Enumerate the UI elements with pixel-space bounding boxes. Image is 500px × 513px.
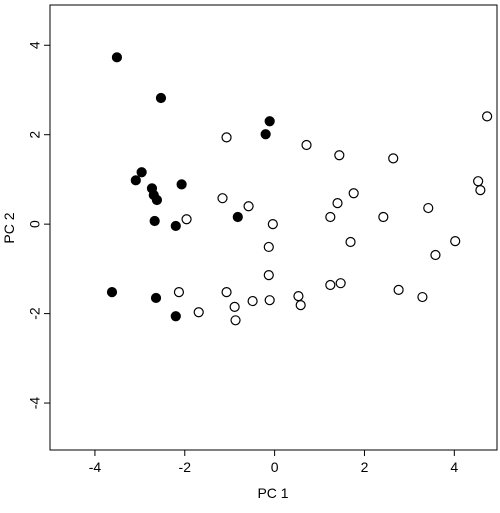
point — [473, 176, 484, 187]
point — [332, 198, 343, 209]
x-tick-label: -4 — [89, 459, 102, 475]
point — [217, 193, 228, 204]
point — [193, 307, 204, 318]
point — [176, 179, 187, 190]
point — [247, 295, 258, 307]
x-tick-label: -2 — [179, 459, 192, 475]
point — [170, 311, 181, 322]
point — [264, 116, 275, 127]
point — [475, 185, 486, 196]
point — [348, 188, 359, 199]
point — [230, 315, 241, 326]
point — [221, 287, 232, 298]
point — [295, 299, 306, 311]
y-tick-label: 0 — [27, 220, 43, 228]
point — [106, 287, 118, 298]
point — [417, 291, 428, 303]
point — [111, 52, 123, 63]
y-tick-label: 2 — [27, 131, 43, 139]
point — [388, 153, 399, 164]
point — [423, 202, 434, 214]
point — [150, 292, 162, 304]
point — [229, 301, 240, 312]
point — [393, 284, 404, 295]
point — [264, 295, 275, 306]
y-tick-label: -2 — [27, 307, 43, 320]
point — [430, 249, 441, 261]
point — [334, 150, 345, 161]
y-axis-label: PC 2 — [1, 212, 17, 243]
point — [482, 111, 493, 122]
point — [301, 139, 312, 151]
point — [260, 129, 271, 140]
point — [325, 279, 336, 291]
plot-frame — [49, 4, 498, 451]
point — [378, 211, 389, 223]
point — [181, 214, 192, 225]
point — [155, 92, 167, 104]
point — [173, 287, 185, 298]
point — [130, 175, 141, 186]
point — [136, 167, 147, 178]
x-tick-label: 0 — [271, 459, 279, 475]
point — [263, 241, 274, 253]
point — [151, 194, 163, 206]
point — [263, 270, 274, 281]
y-tick-label: 4 — [27, 41, 43, 49]
point — [335, 278, 346, 289]
point — [325, 211, 336, 223]
x-tick-label: 4 — [450, 459, 458, 475]
x-axis-label: PC 1 — [257, 485, 288, 501]
point — [243, 201, 254, 212]
y-tick-label: -4 — [27, 397, 43, 410]
point — [149, 215, 160, 227]
point — [221, 132, 232, 143]
x-tick-label: 2 — [361, 459, 369, 475]
point — [345, 236, 356, 248]
point — [267, 219, 278, 230]
point — [450, 236, 461, 247]
point — [170, 220, 181, 232]
point — [293, 291, 304, 302]
point — [232, 211, 243, 223]
